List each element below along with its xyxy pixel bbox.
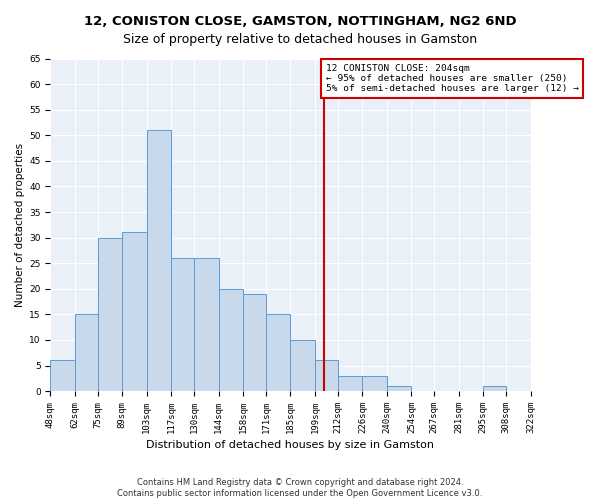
Text: 12, CONISTON CLOSE, GAMSTON, NOTTINGHAM, NG2 6ND: 12, CONISTON CLOSE, GAMSTON, NOTTINGHAM,… bbox=[83, 15, 517, 28]
Bar bbox=[483, 386, 506, 391]
Bar bbox=[362, 376, 387, 391]
Text: Size of property relative to detached houses in Gamston: Size of property relative to detached ho… bbox=[123, 32, 477, 46]
Bar bbox=[266, 314, 290, 391]
Bar bbox=[338, 376, 362, 391]
Bar bbox=[194, 258, 218, 391]
Bar bbox=[147, 130, 172, 391]
Text: 12 CONISTON CLOSE: 204sqm
← 95% of detached houses are smaller (250)
5% of semi-: 12 CONISTON CLOSE: 204sqm ← 95% of detac… bbox=[326, 64, 578, 94]
Bar bbox=[122, 232, 147, 391]
Bar bbox=[243, 294, 266, 391]
Bar bbox=[290, 340, 315, 391]
Bar bbox=[315, 360, 338, 391]
Bar bbox=[172, 258, 194, 391]
Bar bbox=[50, 360, 75, 391]
Bar bbox=[218, 289, 243, 391]
X-axis label: Distribution of detached houses by size in Gamston: Distribution of detached houses by size … bbox=[146, 440, 434, 450]
Bar bbox=[98, 238, 122, 391]
Bar bbox=[75, 314, 98, 391]
Text: Contains HM Land Registry data © Crown copyright and database right 2024.
Contai: Contains HM Land Registry data © Crown c… bbox=[118, 478, 482, 498]
Bar bbox=[387, 386, 412, 391]
Y-axis label: Number of detached properties: Number of detached properties bbox=[15, 142, 25, 307]
